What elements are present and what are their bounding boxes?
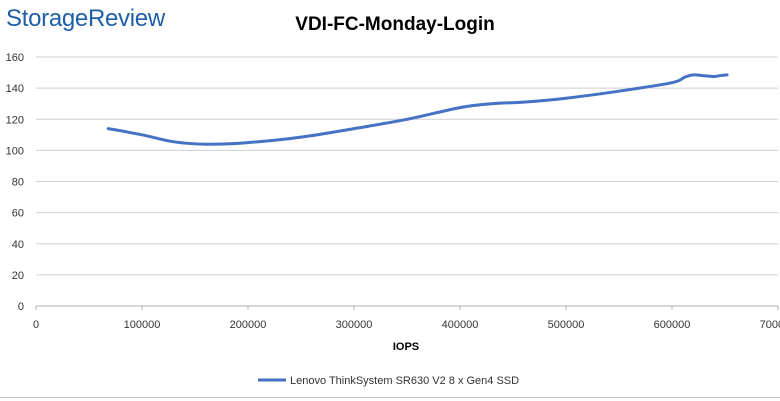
y-tick-label: 100	[6, 145, 24, 157]
y-tick-label: 40	[12, 239, 24, 251]
y-tick-label: 120	[6, 114, 24, 126]
x-tick-label: 400000	[442, 319, 479, 331]
x-tick-label: 600000	[654, 319, 691, 331]
y-tick-label: 80	[12, 177, 24, 189]
x-tick-label: 700000	[760, 319, 780, 331]
x-tick-label: 300000	[336, 319, 373, 331]
storagereview-logo: StorageReview	[6, 5, 165, 32]
grid-lines	[35, 56, 779, 310]
y-tick-label: 140	[6, 83, 24, 95]
x-axis-ticks: 0 100000 200000 300000 400000 500000 600000 700…	[33, 319, 780, 331]
y-tick-label: 20	[12, 270, 24, 282]
y-tick-label: 60	[12, 208, 24, 220]
series-layer	[106, 73, 729, 146]
x-tick-label: 500000	[548, 319, 585, 331]
y-axis-ticks: 0 20 40 60 80 100 120 140 160	[6, 52, 24, 313]
legend: Lenovo ThinkSystem SR630 V2 8 x Gen4 SSD	[258, 375, 519, 387]
x-tick-label: 0	[33, 319, 39, 331]
y-tick-label: 0	[18, 301, 24, 313]
x-axis-label: IOPS	[393, 341, 419, 353]
bottom-divider	[0, 397, 780, 398]
series-line	[106, 73, 729, 146]
legend-label: Lenovo ThinkSystem SR630 V2 8 x Gen4 SSD	[290, 375, 519, 387]
x-tick-label: 200000	[230, 319, 267, 331]
x-tick-label: 100000	[124, 319, 161, 331]
chart-title: VDI-FC-Monday-Login	[295, 14, 495, 35]
y-tick-label: 160	[6, 52, 24, 64]
